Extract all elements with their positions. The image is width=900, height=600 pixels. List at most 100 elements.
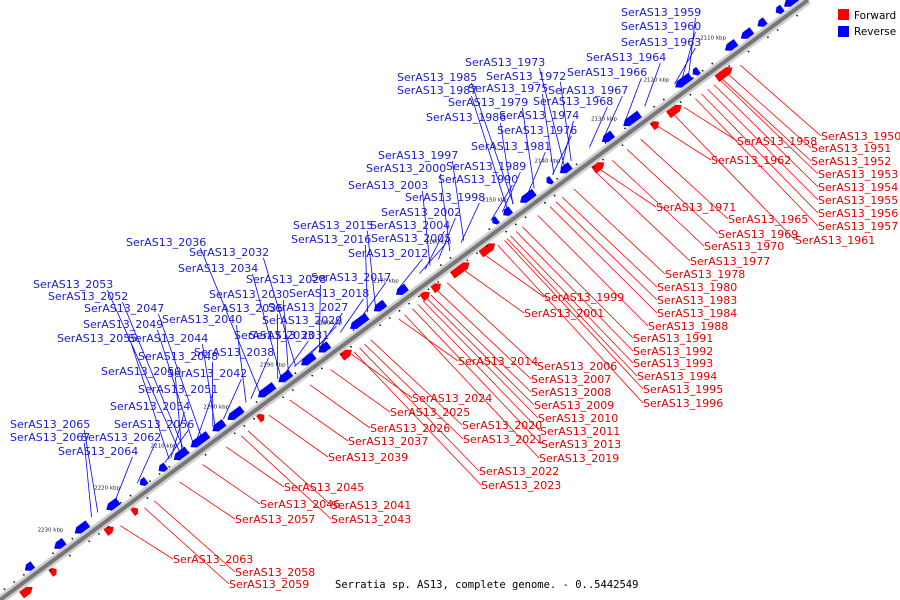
genome-backbone (0, 0, 811, 600)
reverse-gene-label: SerAS13_2050 (101, 365, 181, 378)
reverse-leader-line (131, 343, 170, 460)
forward-leader-line (364, 343, 464, 440)
feature-marker (747, 50, 750, 53)
feature-marker (388, 317, 391, 319)
reverse-leader-line (560, 81, 572, 161)
gene-arrow-shape (714, 67, 733, 83)
reverse-gene-arrow (724, 38, 739, 51)
forward-gene-arrow (591, 162, 605, 174)
reverse-gene-arrow (373, 299, 388, 312)
feature-marker (662, 98, 665, 101)
forward-leader-line (446, 282, 538, 367)
forward-gene-label: SerAS13_2013 (541, 438, 621, 451)
reverse-leader-line (589, 106, 608, 148)
forward-gene-label: SerAS13_2006 (537, 360, 617, 373)
reverse-gene-arrow (395, 283, 409, 296)
forward-leader-line (225, 446, 285, 488)
reverse-gene-label: SerAS13_1974 (499, 109, 579, 122)
forward-gene-label: SerAS13_1984 (657, 307, 737, 320)
backbone-line (0, 0, 810, 600)
gene-arrow-shape (212, 419, 227, 432)
forward-gene-label: SerAS13_2057 (235, 513, 315, 526)
feature-marker (728, 65, 731, 67)
gene-arrow-shape (257, 382, 277, 398)
feature-marker (776, 29, 779, 31)
forward-gene-label: SerAS13_2020 (462, 419, 542, 432)
forward-leader-line (640, 138, 729, 220)
feature-marker (204, 453, 207, 456)
feature-marker (624, 127, 626, 130)
feature-marker (233, 432, 236, 435)
gene-arrow-shape (106, 497, 121, 511)
feature-marker (602, 158, 605, 161)
reverse-gene-label: SerAS13_2062 (81, 431, 161, 444)
reverse-gene-label: SerAS13_2036 (126, 236, 206, 249)
reverse-leader-line (339, 298, 364, 333)
forward-leader-line (673, 114, 796, 241)
feature-marker (476, 252, 478, 255)
reverse-leader-line (367, 230, 376, 307)
reverse-gene-label: SerAS13_2053 (33, 278, 113, 291)
reverse-leader-line (419, 243, 446, 274)
reverse-gene-arrow (503, 206, 514, 216)
feature-marker (779, 12, 782, 15)
reverse-leader-line (252, 273, 282, 377)
forward-leader-line (522, 226, 634, 339)
reverse-gene-label: SerAS13_2064 (58, 445, 138, 458)
forward-leader-line (351, 353, 413, 399)
kbp-tick-label: 2140 kbp (534, 158, 560, 164)
forward-gene-label: SerAS13_1980 (657, 281, 737, 294)
reverse-gene-arrow (520, 188, 537, 203)
reverse-leader-line (440, 173, 451, 252)
gene-arrow-shape (740, 27, 755, 39)
feature-marker (524, 216, 527, 219)
gene-arrow-shape (692, 66, 701, 76)
forward-gene-label: SerAS13_2058 (235, 566, 315, 579)
forward-leader-line (426, 297, 535, 406)
feature-marker (311, 374, 314, 377)
reverse-leader-line (361, 282, 386, 317)
reverse-leader-line (136, 442, 156, 484)
forward-leader-line (422, 300, 539, 419)
forward-leader-line (701, 93, 819, 214)
feature-marker (350, 345, 352, 348)
feature-marker (679, 101, 682, 103)
gene-arrow-shape (591, 162, 605, 174)
forward-gene-label: SerAS13_2041 (331, 499, 411, 512)
forward-leader-line (268, 414, 329, 458)
feature-marker (129, 494, 132, 497)
gene-arrow-shape (139, 476, 149, 487)
gene-arrow-shape (54, 537, 67, 549)
forward-leader-line (537, 215, 649, 327)
reverse-gene-arrow (106, 497, 121, 511)
feature-marker (796, 14, 798, 17)
forward-gene-label: SerAS13_2009 (534, 399, 614, 412)
feature-marker (488, 228, 491, 231)
gene-arrow-shape (601, 130, 616, 143)
forward-gene-label: SerAS13_1961 (795, 234, 875, 247)
reverse-leader-line (500, 122, 514, 205)
feature-marker (216, 429, 219, 432)
reverse-gene-arrow (278, 369, 294, 383)
feature-marker (449, 257, 452, 259)
forward-gene-label: SerAS13_2024 (412, 392, 492, 405)
reverse-leader-line (422, 190, 431, 266)
forward-leader-line (695, 98, 819, 227)
reverse-leader-line (223, 378, 242, 420)
feature-marker (110, 509, 113, 511)
feature-marker (650, 122, 653, 125)
gene-arrow-shape (449, 262, 470, 279)
forward-gene-label: SerAS13_1965 (728, 213, 808, 226)
reverse-gene-label: SerAS13_2012 (348, 247, 428, 260)
forward-gene-label: SerAS13_1978 (665, 268, 745, 281)
forward-leader-line (599, 169, 657, 208)
reverse-leader-line (522, 107, 535, 189)
feature-marker (505, 230, 508, 233)
forward-gene-label: SerAS13_1969 (718, 228, 798, 241)
forward-leader-line (353, 351, 482, 486)
reverse-gene-label: SerAS13_2042 (167, 367, 247, 380)
reverse-leader-line (294, 340, 324, 367)
forward-leader-line (247, 430, 332, 506)
label-leader-lines (84, 17, 822, 585)
feature-marker (32, 566, 35, 569)
